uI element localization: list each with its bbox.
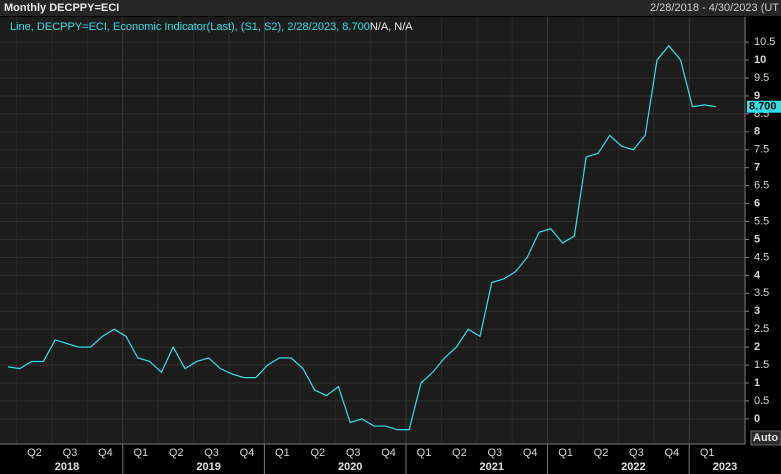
- y-tick-label: 1.5: [754, 359, 769, 371]
- header-title: Monthly DECPPY=ECI: [4, 2, 119, 14]
- x-tick-label: Q1: [133, 447, 148, 459]
- auto-button[interactable]: [750, 430, 781, 446]
- x-tick-label: Q3: [629, 447, 644, 459]
- y-tick-label: 3: [754, 305, 760, 317]
- year-label: 2018: [55, 461, 79, 473]
- y-tick-label: 8: [754, 126, 760, 138]
- legend-extra: N/A, N/A: [370, 21, 413, 33]
- y-tick-label: 6: [754, 197, 760, 209]
- y-tick-label: 2.5: [754, 323, 769, 335]
- y-tick-label: 2: [754, 341, 760, 353]
- x-tick-label: Q4: [98, 447, 113, 459]
- year-label: 2023: [713, 461, 737, 473]
- year-label: 2022: [621, 461, 645, 473]
- auto-button-label[interactable]: Auto: [753, 432, 778, 444]
- y-tick-label: 0.5: [754, 395, 769, 407]
- x-tick-label: Q1: [700, 447, 715, 459]
- x-tick-label: Q3: [487, 447, 502, 459]
- x-tick-label: Q3: [346, 447, 361, 459]
- y-tick-label: 3.5: [754, 287, 769, 299]
- header-bar: [0, 0, 781, 16]
- x-tick-label: Q2: [27, 447, 42, 459]
- y-tick-label: 9: [754, 90, 760, 102]
- y-tick-label: 7: [754, 162, 760, 174]
- y-tick-label: 5.5: [754, 215, 769, 227]
- y-tick-label: 1: [754, 377, 760, 389]
- x-tick-label: Q4: [523, 447, 538, 459]
- legend-series: Line, DECPPY=ECI, Economic Indicator(Las…: [10, 21, 370, 33]
- last-value-label: 8.700: [749, 101, 777, 113]
- y-tick-label: 10.5: [754, 36, 775, 48]
- x-tick-label: Q3: [204, 447, 219, 459]
- y-tick-label: 10: [754, 54, 766, 66]
- y-tick-label: 4.5: [754, 251, 769, 263]
- x-tick-label: Q4: [381, 447, 396, 459]
- x-tick-label: Q4: [240, 447, 255, 459]
- x-tick-label: Q4: [664, 447, 679, 459]
- y-tick-label: 5: [754, 233, 760, 245]
- y-tick-label: 9.5: [754, 72, 769, 84]
- y-tick-label: 0: [754, 413, 760, 425]
- y-tick-label: 6.5: [754, 180, 769, 192]
- x-tick-label: Q2: [452, 447, 467, 459]
- header-range: 2/28/2018 - 4/30/2023 (UT: [650, 2, 779, 14]
- x-tick-label: Q1: [417, 447, 432, 459]
- y-tick-label: 4: [754, 269, 761, 281]
- series-line: [7, 44, 717, 431]
- x-tick-label: Q2: [594, 447, 609, 459]
- x-tick-label: Q2: [169, 447, 184, 459]
- plot-area: [0, 17, 745, 444]
- year-label: 2019: [196, 461, 220, 473]
- last-value-box: [747, 100, 781, 113]
- x-tick-label: Q2: [310, 447, 325, 459]
- y-tick-label: 7.5: [754, 144, 769, 156]
- year-label: 2020: [338, 461, 362, 473]
- x-tick-label: Q3: [63, 447, 78, 459]
- x-tick-label: Q1: [275, 447, 290, 459]
- year-label: 2021: [480, 461, 504, 473]
- x-tick-label: Q1: [558, 447, 573, 459]
